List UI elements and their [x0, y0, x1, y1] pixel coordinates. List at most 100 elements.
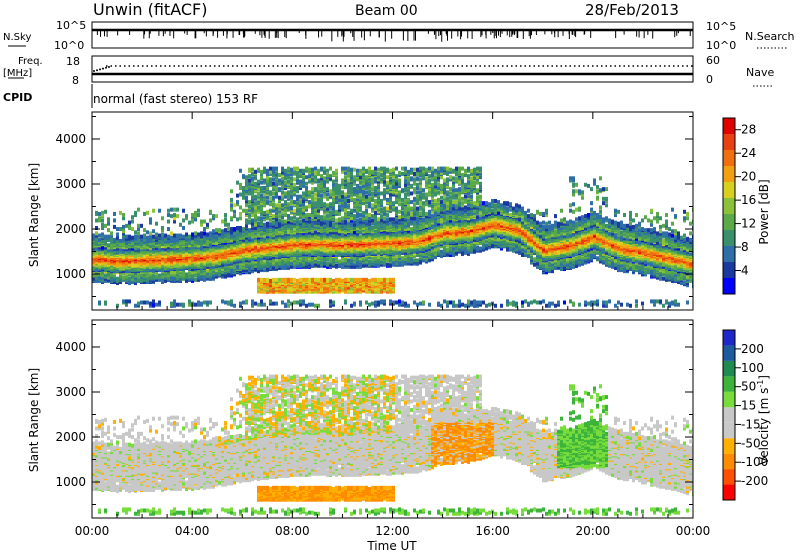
power-cell: [149, 275, 152, 280]
power-cell: [326, 187, 329, 192]
power-cell: [215, 265, 218, 270]
power-cell: [347, 210, 350, 215]
power-cell: [173, 207, 176, 212]
power-cell: [98, 245, 101, 250]
power-cell: [299, 207, 302, 212]
power-cell: [194, 210, 197, 215]
power-cell: [236, 193, 239, 198]
power-cell: [194, 217, 197, 222]
power-cell: [233, 209, 236, 214]
power-cell: [176, 214, 179, 219]
power-cell: [170, 235, 173, 240]
power-cell: [188, 238, 191, 243]
power-cell: [152, 278, 155, 283]
power-cell: [308, 302, 311, 307]
power-cell: [236, 200, 239, 205]
power-cell: [122, 245, 125, 250]
power-cell: [275, 187, 278, 192]
power-cell: [287, 303, 290, 308]
freq-dot: [108, 66, 110, 68]
power-cell: [317, 260, 320, 265]
power-cell: [101, 234, 104, 239]
power-cell: [320, 215, 323, 220]
power-cell: [269, 278, 272, 283]
power-cell: [203, 300, 206, 305]
power-cell: [242, 300, 245, 305]
power-cell: [251, 171, 254, 176]
power-cell: [224, 228, 227, 233]
power-cell: [167, 208, 170, 213]
power-cell: [122, 275, 125, 280]
power-cell: [329, 174, 332, 179]
power-cell: [191, 261, 194, 266]
power-cell: [323, 202, 326, 207]
power-cell: [128, 225, 131, 230]
power-cell: [257, 302, 260, 307]
power-cell: [212, 216, 215, 221]
power-cell: [95, 225, 98, 230]
power-cell: [308, 213, 311, 218]
power-cell: [359, 217, 362, 222]
power-cell: [161, 236, 164, 241]
power-cell: [269, 217, 272, 222]
power-cell: [134, 230, 137, 235]
power-cell: [263, 277, 266, 282]
power-cell: [119, 247, 122, 252]
power-cell: [206, 224, 209, 229]
power-cell: [287, 299, 290, 304]
power-cell: [206, 232, 209, 237]
power-cell: [200, 269, 203, 274]
power-cell: [173, 237, 176, 242]
power-cell: [110, 240, 113, 245]
power-cell: [326, 173, 329, 178]
power-cell: [359, 277, 362, 282]
power-cell: [200, 222, 203, 227]
power-cell: [257, 191, 260, 196]
power-cell: [263, 302, 266, 307]
power-cell: [359, 213, 362, 218]
power-cell: [194, 277, 197, 282]
power-cell: [248, 219, 251, 224]
power-cell: [200, 241, 203, 246]
power-cell: [116, 260, 119, 265]
power-cell: [347, 166, 350, 171]
power-cell: [140, 257, 143, 262]
power-cell: [149, 244, 152, 249]
power-cell: [263, 186, 266, 191]
power-cell: [194, 233, 197, 238]
power-cell: [278, 214, 281, 219]
power-cell: [167, 234, 170, 239]
power-cell: [188, 299, 191, 304]
power-cell: [347, 277, 350, 282]
power-cell: [356, 218, 359, 223]
power-cell: [128, 276, 131, 281]
power-cell: [131, 246, 134, 251]
power-cell: [209, 218, 212, 223]
power-cell: [239, 301, 242, 306]
power-cell: [296, 166, 299, 171]
power-cell: [95, 275, 98, 280]
power-cell: [269, 190, 272, 195]
power-cell: [119, 275, 122, 280]
power-cell: [104, 278, 107, 283]
power-cell: [326, 203, 329, 208]
power-cell: [269, 177, 272, 182]
power-cell: [173, 299, 176, 304]
power-cell: [206, 238, 209, 243]
power-cell: [227, 227, 230, 232]
power-cell: [161, 276, 164, 281]
power-cell: [98, 211, 101, 216]
power-cell: [323, 166, 326, 171]
power-cell: [152, 299, 155, 304]
power-cell: [92, 243, 95, 248]
power-cell: [287, 277, 290, 282]
power-cell: [203, 276, 206, 281]
power-cell: [353, 208, 356, 213]
power-cell: [113, 224, 116, 229]
power-cell: [314, 230, 317, 235]
power-cell: [173, 270, 176, 275]
power-cell: [221, 262, 224, 267]
power-cell: [107, 220, 110, 225]
power-cell: [173, 243, 176, 248]
power-cell: [359, 300, 362, 305]
